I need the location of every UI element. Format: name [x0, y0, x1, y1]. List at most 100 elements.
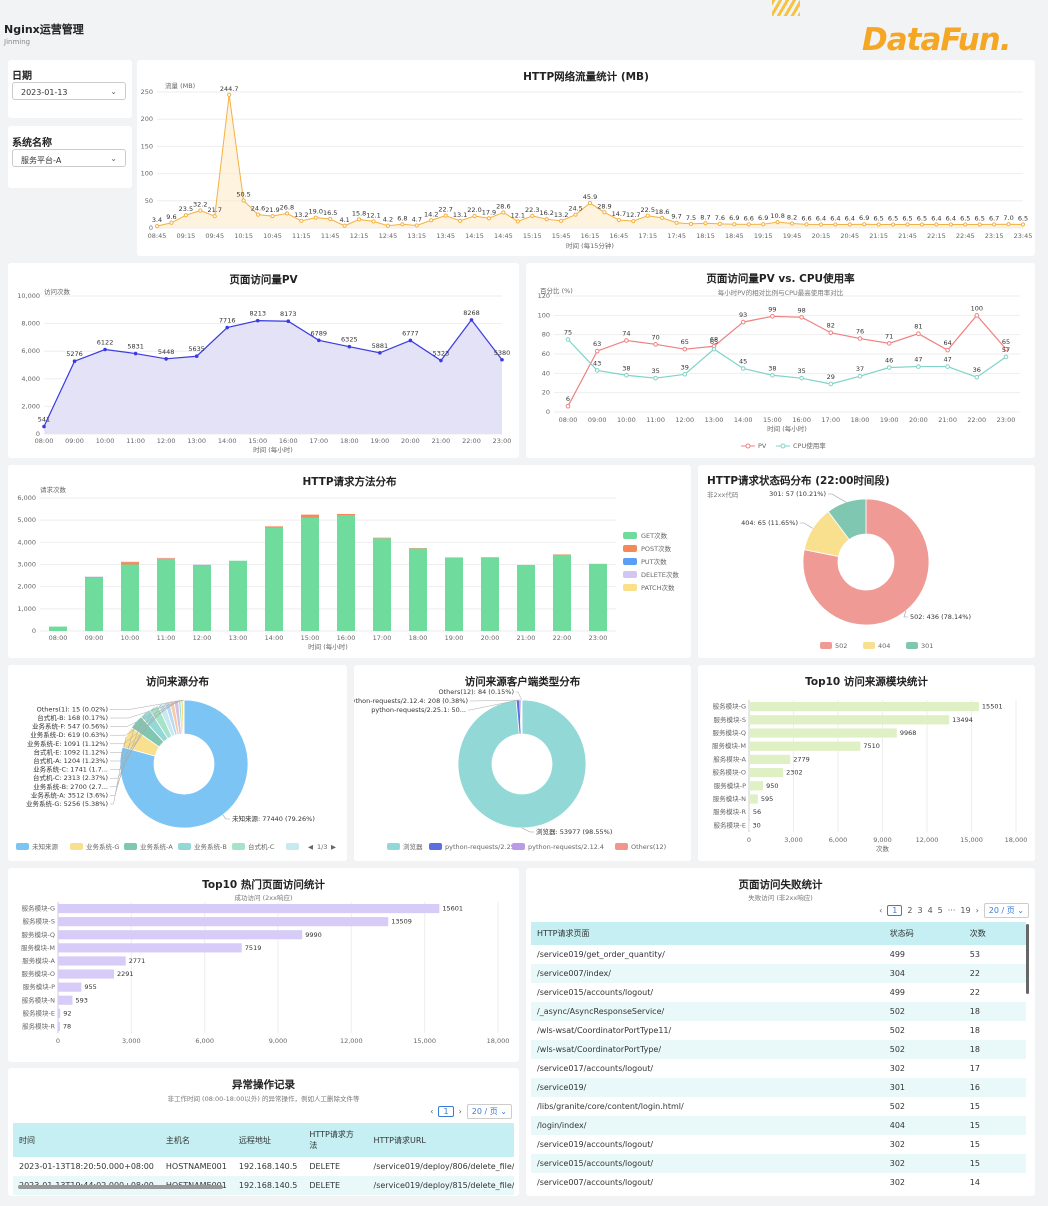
series-point: [682, 372, 688, 377]
date-label: 日期: [12, 71, 32, 82]
prev-page-icon[interactable]: ‹: [879, 906, 883, 915]
abnormal-column-header[interactable]: HTTP请求方法: [303, 1123, 368, 1157]
x-tick-label: 15:00: [301, 634, 320, 642]
y-tick-label: 50: [145, 197, 153, 205]
table-row[interactable]: /service015/accounts/logout/302 15: [531, 1154, 1026, 1173]
next-page-icon[interactable]: ›: [458, 1107, 462, 1116]
traffic-value-label: 12.7: [626, 211, 640, 219]
page-3[interactable]: 3: [917, 906, 923, 915]
table-row[interactable]: /wls-wsat/CoordinatorPortType11/502 18: [531, 1021, 1026, 1040]
x-tick-label: 13:00: [705, 416, 724, 424]
pv-point: [500, 357, 504, 362]
table-cell: 499: [889, 950, 906, 959]
table-cell: 499: [889, 988, 906, 997]
vertical-scrollbar[interactable]: [1026, 924, 1029, 994]
next-page-icon[interactable]: ›: [975, 906, 979, 915]
traffic-value-label: 6.4: [816, 215, 826, 223]
bar-0: [265, 527, 283, 631]
bar-value-label: 13509: [391, 918, 412, 926]
traffic-point: [400, 222, 405, 227]
abnormal-column-header[interactable]: 时间: [13, 1123, 160, 1157]
traffic-value-label: 6.5: [888, 214, 898, 222]
traffic-value-label: 6.7: [989, 214, 999, 222]
series-point: [857, 373, 863, 379]
table-cell: /wls-wsat/CoordinatorPortType11/: [537, 1026, 672, 1035]
bar: [749, 781, 764, 791]
table-row[interactable]: /_async/AsyncResponseService/502 18: [531, 1002, 1026, 1021]
legend-swatch: [286, 843, 299, 850]
x-tick-label: 13:15: [407, 232, 426, 240]
page-2[interactable]: 2: [907, 906, 913, 915]
x-tick-label: 16:00: [792, 416, 811, 424]
abnormal-column-header[interactable]: 远程地址: [232, 1123, 304, 1157]
x-tick-label: 08:00: [35, 437, 54, 445]
traffic-value-label: 6.4: [946, 215, 956, 223]
page-5[interactable]: 5: [937, 906, 943, 915]
traffic-value-label: 12.1: [366, 211, 380, 219]
series-point: [594, 368, 600, 373]
table-row[interactable]: /service007/accounts/logout/302 14: [531, 1173, 1026, 1192]
fail-column-header[interactable]: HTTP请求页面: [531, 922, 884, 945]
x-tick-label: 19:00: [445, 634, 464, 642]
table-cell: 22: [963, 964, 1026, 983]
y-tick-label: 0: [32, 627, 36, 635]
table-row[interactable]: 2023-01-13T18:20:50.000+08:00 HOSTNAME001…: [13, 1157, 514, 1176]
bar-value-label: 30: [752, 821, 760, 829]
pv-chart-card: 页面访问量PV 0 2,000 4,000 6,000 8,000 10,000 访问次数 0…: [8, 263, 519, 458]
prev-page-icon[interactable]: ‹: [430, 1107, 434, 1116]
client-chart-card: 访问来源客户端类型分布 浏览器: 53977 (98.55%) python-re…: [354, 665, 691, 861]
page-size-select[interactable]: 20 / 页 ⌄: [466, 1104, 512, 1119]
x-tick-label: 09:00: [588, 416, 607, 424]
date-value: 2023-01-13: [21, 88, 68, 97]
page-1[interactable]: 1: [887, 905, 903, 916]
bar-0: [553, 554, 571, 631]
system-select[interactable]: 服务平台-A ⌄: [12, 149, 126, 167]
page-4[interactable]: 4: [927, 906, 933, 915]
traffic-point: [891, 222, 896, 227]
table-row[interactable]: /service015/accounts/logout/499 22: [531, 983, 1026, 1002]
table-cell: 14: [969, 1178, 980, 1187]
table-row[interactable]: /service019/301 16: [531, 1078, 1026, 1097]
horizontal-scrollbar[interactable]: [18, 1185, 223, 1189]
traffic-point: [789, 221, 795, 226]
top10src-chart-card: Top10 访问来源模块统计 0 3,000 6,000 9,000 12,000 15,…: [698, 665, 1035, 861]
page-last[interactable]: 19: [960, 906, 971, 915]
fail-column-header[interactable]: 次数: [963, 922, 1026, 945]
traffic-point: [862, 222, 867, 227]
table-row[interactable]: /service019/get_order_quantity/499 53: [531, 945, 1026, 964]
bar: [749, 767, 784, 778]
legend-label: PUT次数: [641, 557, 667, 566]
table-row[interactable]: /service007/index/304 22: [531, 964, 1026, 983]
top10page-title: Top10 热门页面访问统计: [202, 879, 325, 891]
page-1[interactable]: 1: [438, 1106, 454, 1117]
x-tick-label: 18:00: [409, 634, 428, 642]
table-row[interactable]: /wls-wsat/CoordinatorPortType/502 18: [531, 1040, 1026, 1059]
traffic-point: [934, 222, 939, 227]
source-slice: [119, 699, 249, 829]
legend-swatch: [863, 642, 875, 649]
table-row[interactable]: /libs/granite/core/content/login.html/50…: [531, 1097, 1026, 1116]
abnormal-column-header[interactable]: 主机名: [159, 1123, 233, 1157]
table-row[interactable]: /service019/accounts/logout/302 15: [531, 1135, 1026, 1154]
bar: [58, 995, 73, 1005]
page-size-select[interactable]: 20 / 页 ⌄: [983, 903, 1029, 918]
fail-column-header[interactable]: 状态码: [883, 922, 964, 945]
y-tick-label: 100: [141, 170, 153, 178]
x-tick-label: 10:00: [96, 437, 115, 445]
table-row[interactable]: /service017/accounts/logout/302 17: [531, 1059, 1026, 1078]
series-point: [740, 366, 746, 371]
x-tick-label: 23:00: [997, 416, 1016, 424]
x-tick-label: 18,000: [487, 1037, 510, 1045]
pv-point: [194, 354, 199, 359]
page-ellipsis[interactable]: ···: [947, 906, 956, 915]
abnormal-column-header[interactable]: HTTP请求URL: [367, 1123, 514, 1157]
traffic-point: [472, 213, 477, 219]
x-tick-label: 21:00: [517, 634, 536, 642]
date-select[interactable]: 2023-01-13 ⌄: [12, 82, 126, 100]
series-point: [974, 313, 980, 318]
traffic-value-label: 45.9: [583, 193, 597, 201]
bar-1: [337, 513, 355, 516]
traffic-value-label: 8.2: [787, 214, 797, 222]
table-row[interactable]: /login/index/404 15: [531, 1116, 1026, 1135]
y-tick-label: 5,000: [17, 516, 36, 524]
